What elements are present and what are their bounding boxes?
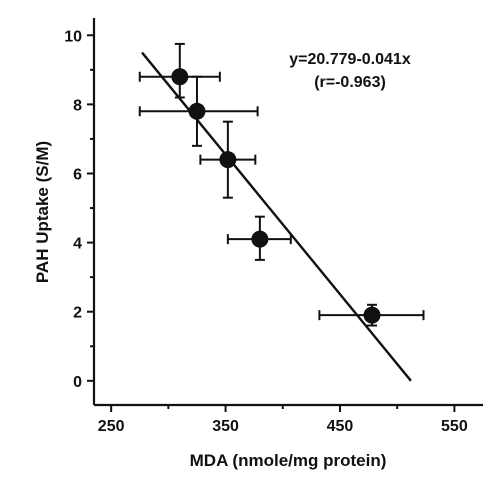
regression-line-group <box>141 51 412 382</box>
data-point <box>171 68 189 86</box>
axes <box>92 18 483 407</box>
x-tick-label: 350 <box>212 418 239 435</box>
regression-equation: y=20.779-0.041x <box>289 51 411 68</box>
y-tick-label: 10 <box>64 28 82 45</box>
y-axis-ticks: 0 2 4 6 8 10 <box>64 28 94 391</box>
correlation-coefficient: (r=-0.963) <box>314 74 386 91</box>
data-point <box>363 306 381 324</box>
x-tick-label: 250 <box>98 418 125 435</box>
data-point <box>251 230 269 248</box>
y-tick-label: 4 <box>73 236 82 253</box>
data-points <box>171 68 381 324</box>
regression-line <box>141 51 412 382</box>
y-tick-label: 8 <box>73 97 82 114</box>
data-point <box>188 102 206 120</box>
y-axis-title: PAH Uptake (S/M) <box>33 141 52 283</box>
y-tick-label: 2 <box>73 305 82 322</box>
y-tick-label: 6 <box>73 166 82 183</box>
y-tick-label: 0 <box>73 374 82 391</box>
x-tick-label: 450 <box>327 418 354 435</box>
data-point <box>219 151 237 169</box>
x-axis-title: MDA (nmole/mg protein) <box>190 451 387 470</box>
x-axis-ticks: 250 350 450 550 <box>98 405 468 435</box>
x-tick-label: 550 <box>441 418 468 435</box>
